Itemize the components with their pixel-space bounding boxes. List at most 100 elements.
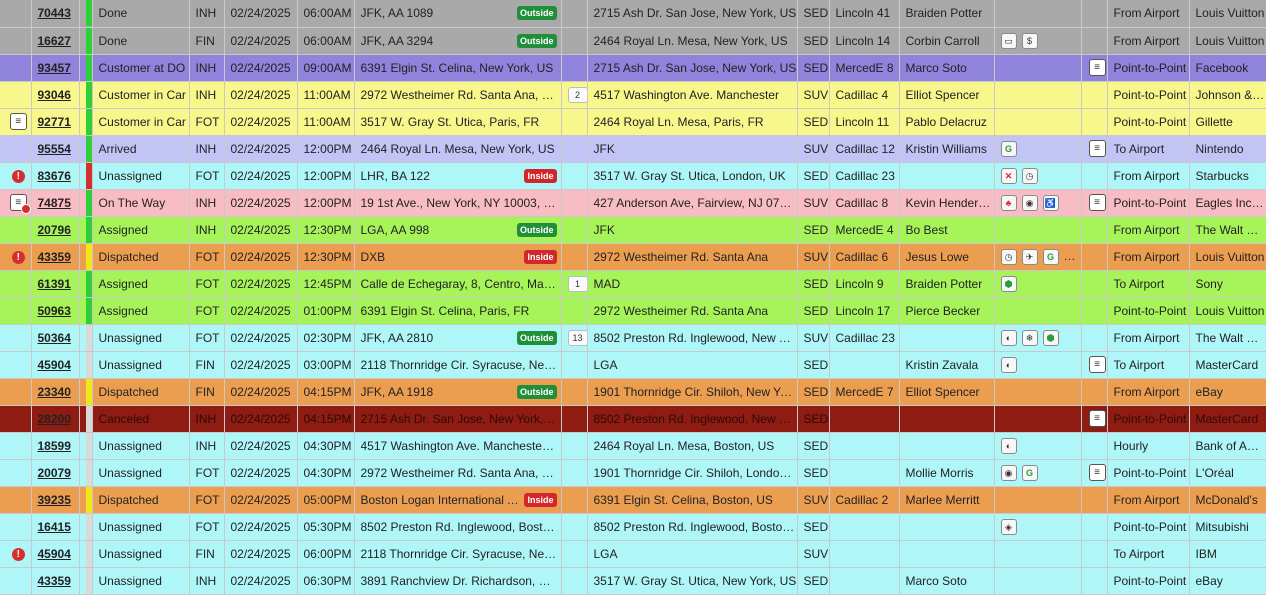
reservation-id-cell[interactable]: 95554 bbox=[31, 135, 80, 163]
reservation-id-cell[interactable]: 93046 bbox=[31, 81, 80, 109]
reservation-id-cell[interactable]: 16627 bbox=[31, 27, 80, 55]
reservation-id-cell[interactable]: 83676 bbox=[31, 162, 80, 190]
table-row[interactable]: 23340 Dispatched FIN 02/24/2025 04:15PM … bbox=[0, 378, 1266, 406]
table-row[interactable]: 20796 Assigned INH 02/24/2025 12:30PM LG… bbox=[0, 216, 1266, 244]
half-circle-icon[interactable]: ◐ bbox=[1000, 437, 1017, 454]
table-row[interactable]: ! 45904 Unassigned FIN 02/24/2025 06:00P… bbox=[0, 540, 1266, 568]
reservation-id-cell[interactable]: 93457 bbox=[31, 54, 80, 82]
table-row[interactable]: 50963 Assigned FOT 02/24/2025 01:00PM 63… bbox=[0, 297, 1266, 325]
swirl-icon[interactable]: G bbox=[1021, 464, 1038, 481]
table-row[interactable]: 16627 Done FIN 02/24/2025 06:00AM JFK, A… bbox=[0, 27, 1266, 55]
reservation-id-cell[interactable]: 70443 bbox=[31, 0, 80, 28]
note-icon[interactable]: ≡ bbox=[9, 113, 27, 131]
reservation-id-link[interactable]: 45904 bbox=[37, 357, 71, 372]
cancel-icon[interactable]: ✕ bbox=[1000, 167, 1017, 184]
table-row[interactable]: 43359 Unassigned INH 02/24/2025 06:30PM … bbox=[0, 567, 1266, 595]
table-row[interactable]: 39235 Dispatched FOT 02/24/2025 05:00PM … bbox=[0, 486, 1266, 514]
table-row[interactable]: ≡ 74875 On The Way INH 02/24/2025 12:00P… bbox=[0, 189, 1266, 217]
reservation-id-link[interactable]: 93457 bbox=[37, 60, 71, 75]
reservation-id-link[interactable]: 43359 bbox=[37, 573, 71, 588]
table-row[interactable]: 50364 Unassigned FOT 02/24/2025 02:30PM … bbox=[0, 324, 1266, 352]
layers-icon[interactable]: ◈ bbox=[1000, 518, 1017, 535]
reservation-id-link[interactable]: 61391 bbox=[37, 276, 71, 291]
reservation-id-cell[interactable]: 20796 bbox=[31, 216, 80, 244]
notes-icon[interactable]: ≡ bbox=[1088, 140, 1106, 158]
notes-icon[interactable]: ≡ bbox=[1088, 194, 1106, 212]
table-row[interactable]: ≡ 92771 Customer in Car FOT 02/24/2025 1… bbox=[0, 108, 1266, 136]
table-row[interactable]: ! 43359 Dispatched FOT 02/24/2025 12:30P… bbox=[0, 243, 1266, 271]
stop-count-chip[interactable]: 2 bbox=[567, 86, 586, 103]
eye-icon[interactable]: ◉ bbox=[1021, 194, 1038, 211]
notes-icon[interactable]: ≡ bbox=[1088, 464, 1106, 482]
reservation-id-cell[interactable]: 20079 bbox=[31, 459, 80, 487]
reservation-id-link[interactable]: 83676 bbox=[37, 168, 71, 183]
reservation-id-cell[interactable]: 74875 bbox=[31, 189, 80, 217]
notes-icon[interactable]: ≡ bbox=[1088, 356, 1106, 374]
notes-icon[interactable]: ≡ bbox=[1088, 410, 1106, 428]
reservation-id-link[interactable]: 50364 bbox=[37, 330, 71, 345]
reservation-id-link[interactable]: 45904 bbox=[37, 546, 71, 561]
alert-icon[interactable]: ! bbox=[11, 548, 25, 561]
table-row[interactable]: 95554 Arrived INH 02/24/2025 12:00PM 246… bbox=[0, 135, 1266, 163]
table-row[interactable]: ! 83676 Unassigned FOT 02/24/2025 12:00P… bbox=[0, 162, 1266, 190]
table-row[interactable]: 28200 Canceled INH 02/24/2025 04:15PM 27… bbox=[0, 405, 1266, 433]
table-row[interactable]: 18599 Unassigned INH 02/24/2025 04:30PM … bbox=[0, 432, 1266, 460]
reservation-id-link[interactable]: 43359 bbox=[37, 249, 71, 264]
notes-icon[interactable]: ≡ bbox=[1088, 59, 1106, 77]
note-alert-icon[interactable]: ≡ bbox=[9, 194, 30, 215]
reservation-id-cell[interactable]: 39235 bbox=[31, 486, 80, 514]
reservation-id-cell[interactable]: 23340 bbox=[31, 378, 80, 406]
table-row[interactable]: 16415 Unassigned FOT 02/24/2025 05:30PM … bbox=[0, 513, 1266, 541]
reservation-id-cell[interactable]: 43359 bbox=[31, 567, 80, 595]
child-seat-icon[interactable]: ♣ bbox=[1000, 194, 1017, 211]
reservation-id-link[interactable]: 20796 bbox=[37, 222, 71, 237]
eye-icon[interactable]: ◉ bbox=[1000, 464, 1017, 481]
reservation-id-cell[interactable]: 61391 bbox=[31, 270, 80, 298]
dollar-icon[interactable]: $ bbox=[1021, 32, 1038, 49]
hexagon-icon[interactable]: ⬢ bbox=[1000, 275, 1017, 292]
reservation-id-cell[interactable]: 45904 bbox=[31, 351, 80, 379]
table-row[interactable]: 61391 Assigned FOT 02/24/2025 12:45PM Ca… bbox=[0, 270, 1266, 298]
reservation-id-cell[interactable]: 16415 bbox=[31, 513, 80, 541]
reservation-id-cell[interactable]: 18599 bbox=[31, 432, 80, 460]
reservation-id-link[interactable]: 70443 bbox=[37, 6, 71, 21]
stop-count-chip[interactable]: 1 bbox=[567, 275, 586, 292]
reservation-id-link[interactable]: 93046 bbox=[37, 87, 71, 102]
reservation-id-cell[interactable]: 50364 bbox=[31, 324, 80, 352]
reservation-id-cell[interactable]: 50963 bbox=[31, 297, 80, 325]
hexagon-icon[interactable]: ⬢ bbox=[1042, 329, 1059, 346]
reservation-id-link[interactable]: 28200 bbox=[37, 411, 71, 426]
swirl-icon[interactable]: G bbox=[1042, 248, 1059, 265]
reservation-id-link[interactable]: 18599 bbox=[37, 438, 71, 453]
clock-icon[interactable]: ◷ bbox=[1021, 167, 1038, 184]
card-icon[interactable]: ▭ bbox=[1000, 32, 1017, 49]
table-row[interactable]: 20079 Unassigned FOT 02/24/2025 04:30PM … bbox=[0, 459, 1266, 487]
reservation-id-link[interactable]: 95554 bbox=[37, 141, 71, 156]
table-row[interactable]: 93457 Customer at DO INH 02/24/2025 09:0… bbox=[0, 54, 1266, 82]
table-row[interactable]: 93046 Customer in Car INH 02/24/2025 11:… bbox=[0, 81, 1266, 109]
half-circle-icon[interactable]: ◐ bbox=[1000, 329, 1017, 346]
snowflake-icon[interactable]: ❄ bbox=[1021, 329, 1038, 346]
table-row[interactable]: 45904 Unassigned FIN 02/24/2025 03:00PM … bbox=[0, 351, 1266, 379]
clock-icon[interactable]: ◷ bbox=[1000, 248, 1017, 265]
reservation-id-link[interactable]: 16627 bbox=[37, 33, 71, 48]
wheelchair-icon[interactable]: ♿ bbox=[1042, 194, 1059, 211]
reservation-id-link[interactable]: 74875 bbox=[37, 195, 71, 210]
reservation-id-link[interactable]: 39235 bbox=[37, 492, 71, 507]
reservation-id-cell[interactable]: 28200 bbox=[31, 405, 80, 433]
half-circle-icon[interactable]: ◐ bbox=[1000, 356, 1017, 373]
reservation-id-link[interactable]: 50963 bbox=[37, 303, 71, 318]
reservation-id-link[interactable]: 20079 bbox=[37, 465, 71, 480]
stop-count-chip[interactable]: 13 bbox=[567, 329, 586, 346]
plane-icon[interactable]: ✈ bbox=[1021, 248, 1038, 265]
reservation-id-link[interactable]: 23340 bbox=[37, 384, 71, 399]
reservation-id-cell[interactable]: 45904 bbox=[31, 540, 80, 568]
swirl-icon[interactable]: G bbox=[1000, 140, 1017, 157]
reservation-id-cell[interactable]: 92771 bbox=[31, 108, 80, 136]
reservation-id-cell[interactable]: 43359 bbox=[31, 243, 80, 271]
reservation-id-link[interactable]: 92771 bbox=[37, 114, 71, 129]
alert-icon[interactable]: ! bbox=[11, 251, 25, 264]
reservation-id-link[interactable]: 16415 bbox=[37, 519, 71, 534]
alert-icon[interactable]: ! bbox=[11, 170, 25, 183]
table-row[interactable]: 70443 Done INH 02/24/2025 06:00AM JFK, A… bbox=[0, 0, 1266, 28]
